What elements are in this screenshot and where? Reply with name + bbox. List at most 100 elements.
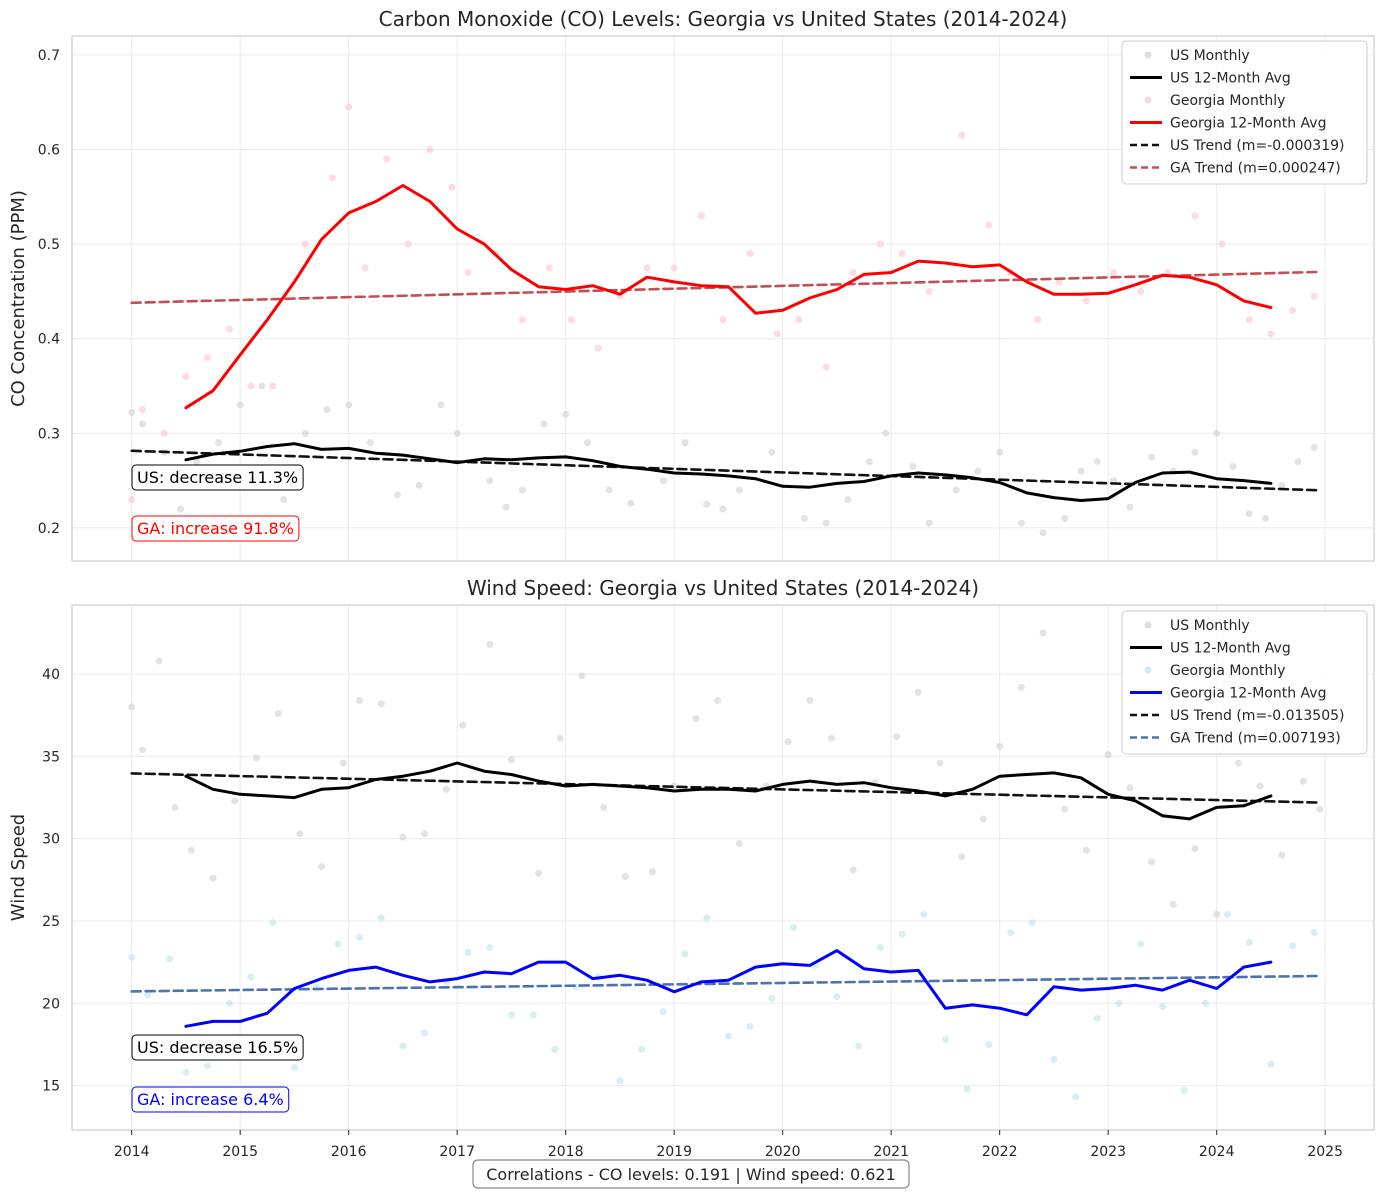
data-point — [876, 943, 884, 951]
data-point — [1077, 467, 1085, 475]
annotation-box — [131, 515, 300, 542]
data-point — [1034, 316, 1042, 324]
data-point — [339, 759, 347, 767]
data-point — [1191, 845, 1199, 853]
data-point — [714, 696, 722, 704]
series-georgia-monthly — [128, 103, 1318, 504]
data-point — [356, 933, 364, 941]
data-point — [659, 1008, 667, 1016]
axes-frame — [71, 35, 1375, 562]
data-point — [193, 458, 201, 466]
legend-label: US 12-Month Avg — [1170, 641, 1291, 657]
co-levels-chart: 0.2 0.3 0.4 0.5 0.6 0.7 Carbon Monoxide (CO) L… — [8, 7, 1375, 562]
legend-label: Georgia Monthly — [1170, 663, 1285, 679]
data-point — [399, 833, 407, 841]
legend-item: US Trend (m=-0.000319) — [1130, 138, 1345, 154]
data-point — [139, 746, 147, 754]
data-point — [1218, 240, 1226, 248]
data-point — [936, 759, 944, 767]
y-tick-label: 0.7 — [38, 48, 60, 64]
data-point — [822, 519, 830, 527]
series-us-12-month-avg — [184, 442, 1273, 502]
y-tick-label: 0.6 — [38, 143, 60, 159]
data-point — [1148, 453, 1156, 461]
annotation-text: GA: increase 91.8% — [137, 519, 294, 538]
data-point — [204, 354, 212, 362]
data-point — [1202, 999, 1210, 1007]
x-tick-label: 2016 — [331, 1144, 367, 1160]
footer-text: Correlations - CO levels: 0.191 | Wind s… — [486, 1165, 896, 1184]
data-point — [1148, 858, 1156, 866]
data-point — [627, 499, 635, 507]
data-point — [166, 955, 174, 963]
data-point — [638, 1045, 646, 1053]
data-point — [252, 754, 260, 762]
data-point — [735, 840, 743, 848]
data-point — [1310, 443, 1318, 451]
data-point — [958, 131, 966, 139]
data-point — [1110, 268, 1118, 276]
legend-marker — [1144, 621, 1152, 629]
x-tick-label: 2022 — [982, 1144, 1018, 1160]
data-point — [594, 344, 602, 352]
data-point — [318, 863, 326, 871]
data-point — [404, 240, 412, 248]
data-point — [692, 715, 700, 723]
data-point — [1245, 510, 1253, 518]
annotation-text: US: decrease 16.5% — [137, 1038, 298, 1057]
data-point — [898, 250, 906, 258]
data-point — [865, 458, 873, 466]
data-point — [882, 429, 890, 437]
data-point — [876, 240, 884, 248]
data-point — [985, 221, 993, 229]
y-tick-label: 20 — [42, 996, 60, 1012]
data-point — [746, 1022, 754, 1030]
data-point — [171, 803, 179, 811]
data-point — [648, 868, 656, 876]
data-point — [719, 505, 727, 513]
data-point — [833, 993, 841, 1001]
data-point — [605, 486, 613, 494]
legend-item: US 12-Month Avg — [1130, 641, 1291, 657]
grid — [72, 36, 1374, 561]
x-tick-label: 2024 — [1199, 1144, 1235, 1160]
data-point — [1104, 751, 1112, 759]
legend-item: GA Trend (m=0.007193) — [1130, 731, 1341, 747]
series-line — [184, 761, 1273, 821]
data-point — [144, 991, 152, 999]
data-point — [925, 287, 933, 295]
series-us-monthly — [128, 382, 1318, 537]
data-point — [1072, 1093, 1080, 1101]
data-point — [394, 491, 401, 499]
data-point — [719, 316, 727, 324]
data-point — [486, 640, 494, 648]
data-point — [670, 264, 678, 272]
data-point — [681, 950, 689, 958]
data-point — [421, 1029, 429, 1037]
data-point — [545, 264, 553, 272]
data-point — [177, 505, 184, 513]
annotation-us: US: decrease 11.3% — [131, 464, 304, 491]
data-point — [1213, 910, 1221, 918]
data-point — [1310, 929, 1318, 937]
data-point — [1093, 458, 1101, 466]
data-point — [600, 803, 608, 811]
legend-label: US Trend (m=-0.000319) — [1170, 138, 1345, 154]
x-tick-label: 2017 — [439, 1144, 475, 1160]
data-point — [768, 448, 776, 456]
annotation-us: US: decrease 16.5% — [131, 1034, 304, 1061]
data-point — [507, 756, 515, 764]
data-point — [301, 429, 309, 437]
data-point — [1082, 846, 1090, 854]
data-point — [681, 439, 689, 447]
data-point — [399, 1042, 407, 1050]
x-tick-label: 2021 — [873, 1144, 909, 1160]
data-point — [996, 743, 1004, 751]
data-point — [1267, 330, 1275, 338]
x-tick-label: 2014 — [114, 1144, 150, 1160]
data-point — [1278, 851, 1286, 859]
data-point — [535, 869, 543, 877]
data-point — [941, 1035, 949, 1043]
data-point — [828, 734, 835, 742]
